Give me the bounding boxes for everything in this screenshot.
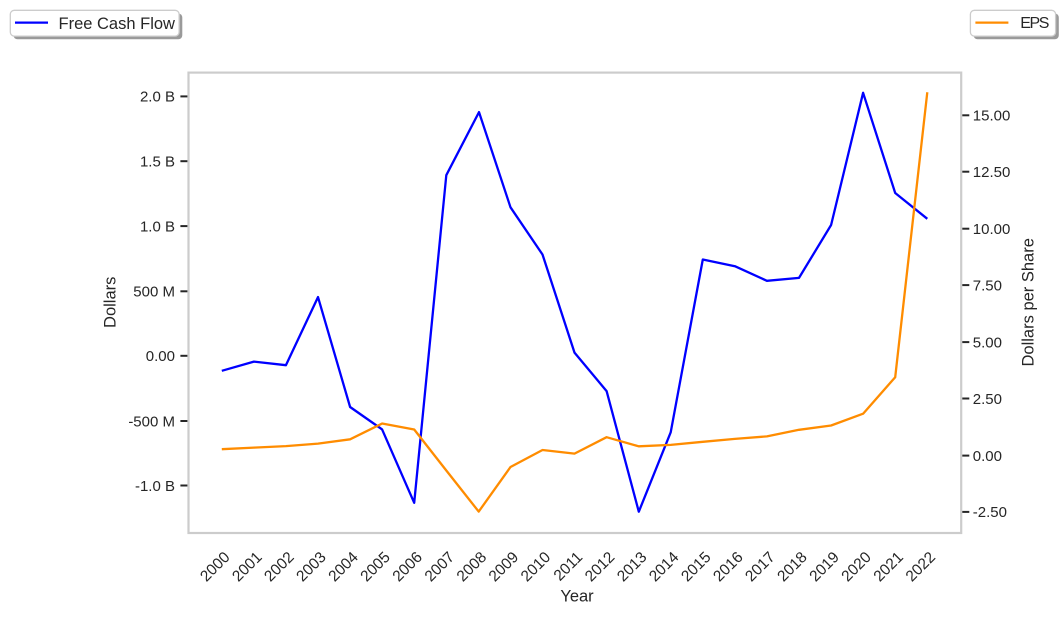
svg-text:0.00: 0.00 — [146, 348, 175, 365]
svg-text:2.0 B: 2.0 B — [140, 89, 175, 106]
svg-text:1.0 B: 1.0 B — [140, 218, 175, 235]
svg-text:5.00: 5.00 — [973, 334, 1002, 351]
svg-text:Free Cash Flow: Free Cash Flow — [59, 15, 176, 33]
svg-text:15.00: 15.00 — [973, 108, 1011, 125]
svg-text:0.00: 0.00 — [973, 448, 1002, 465]
svg-text:Dollars: Dollars — [102, 277, 120, 328]
svg-text:7.50: 7.50 — [973, 277, 1002, 294]
svg-text:10.00: 10.00 — [973, 221, 1011, 238]
svg-text:Year: Year — [560, 588, 594, 606]
svg-text:EPS: EPS — [1020, 15, 1049, 32]
svg-text:2.50: 2.50 — [973, 391, 1002, 408]
svg-text:-1.0 B: -1.0 B — [135, 478, 175, 495]
svg-text:-2.50: -2.50 — [973, 504, 1007, 521]
svg-text:1.5 B: 1.5 B — [140, 153, 175, 170]
svg-text:500 M: 500 M — [133, 284, 175, 301]
svg-text:Dollars per Share: Dollars per Share — [1020, 238, 1038, 366]
svg-text:12.50: 12.50 — [973, 164, 1011, 181]
svg-text:-500 M: -500 M — [128, 413, 175, 430]
